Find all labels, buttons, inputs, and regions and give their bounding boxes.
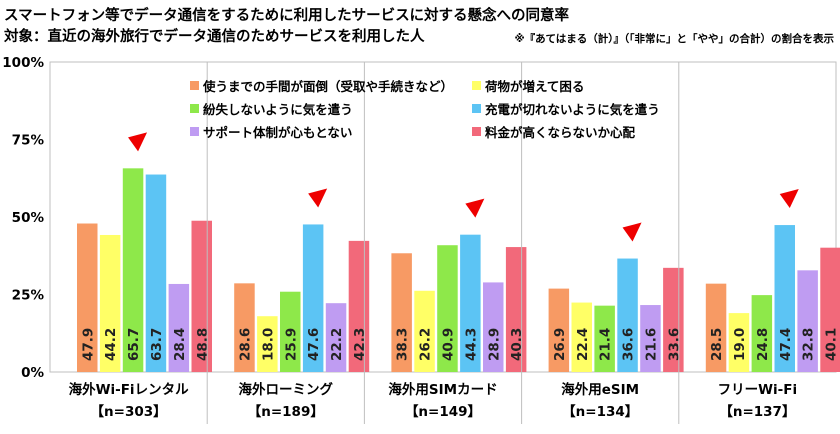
- bar: [168, 283, 190, 372]
- legend-label: サポート体制が心もとない: [203, 125, 352, 140]
- legend-swatch: [190, 127, 199, 136]
- category-label: 海外用SIMカード: [388, 381, 497, 398]
- data-label: 33.6: [666, 328, 682, 361]
- highlight-marker: [622, 222, 642, 242]
- data-label: 22.4: [575, 328, 591, 361]
- data-label: 25.9: [283, 328, 299, 361]
- data-label: 44.2: [103, 328, 119, 361]
- legend-label: 紛失しないように気を遣う: [203, 102, 353, 117]
- legend-label: 荷物が増えて困る: [484, 79, 584, 94]
- bar: [391, 253, 412, 372]
- data-label: 21.4: [598, 328, 614, 361]
- data-label: 40.1: [824, 328, 840, 361]
- data-label: 32.8: [801, 328, 817, 361]
- bar: [325, 303, 347, 372]
- data-label: 42.3: [352, 328, 368, 361]
- legend-swatch: [190, 104, 199, 113]
- category-n-label: 【n=303】: [91, 404, 167, 420]
- data-label: 28.5: [709, 328, 725, 361]
- data-label: 19.0: [732, 328, 748, 361]
- data-label: 47.9: [80, 328, 96, 361]
- data-label: 63.7: [149, 328, 165, 361]
- data-label: 28.6: [237, 328, 253, 361]
- highlight-marker: [308, 188, 328, 208]
- data-label: 26.9: [552, 328, 568, 361]
- bar: [820, 247, 840, 372]
- bar: [77, 223, 98, 372]
- bar: [728, 313, 750, 372]
- legend-swatch: [472, 127, 481, 136]
- y-tick-label: 100%: [2, 55, 44, 71]
- chart-title: スマートフォン等でデータ通信をするために利用したサービスに対する懸念への同意率: [4, 8, 570, 24]
- data-label: 47.6: [306, 328, 322, 361]
- y-tick-label: 50%: [12, 210, 45, 226]
- bar: [280, 291, 301, 372]
- bar: [460, 234, 481, 372]
- bar: [797, 270, 818, 372]
- data-label: 18.0: [260, 328, 276, 361]
- bar: [437, 245, 458, 372]
- bar: [571, 302, 592, 372]
- data-label: 28.4: [172, 328, 188, 361]
- data-label: 36.6: [621, 328, 637, 361]
- legend-swatch: [190, 81, 199, 90]
- bar: [483, 282, 504, 372]
- bar: [594, 305, 615, 372]
- data-label: 65.7: [126, 328, 142, 361]
- bar: [617, 258, 638, 372]
- y-tick-label: 0%: [21, 365, 44, 381]
- legend-label: 使うまでの手間が面倒（受取や手続きなど）: [202, 79, 453, 94]
- category-label: 海外ローミング: [239, 381, 334, 398]
- bar: [234, 283, 255, 372]
- data-label: 38.3: [395, 328, 411, 361]
- data-label: 44.3: [463, 328, 479, 361]
- legend-swatch: [472, 104, 481, 113]
- data-label: 40.9: [440, 328, 456, 361]
- category-n-label: 【n=149】: [405, 404, 481, 420]
- legend-label: 料金が高くならないか心配: [485, 125, 636, 140]
- bar: [257, 316, 278, 372]
- bar: [548, 288, 570, 372]
- chart-note: ※『あてはまる（計）』（「非常に」と「やや」の合計）の割合を表示: [514, 33, 834, 45]
- bar: [145, 174, 167, 372]
- data-label: 26.2: [418, 328, 434, 361]
- chart-subtitle: 対象：直近の海外旅行でデータ通信のためサービスを利用した人: [4, 29, 425, 45]
- data-label: 24.8: [755, 328, 771, 361]
- category-n-label: 【n=137】: [719, 404, 795, 420]
- data-label: 48.8: [195, 328, 211, 361]
- bar: [640, 305, 661, 372]
- category-label: 海外用eSIM: [561, 381, 639, 398]
- data-label: 40.3: [509, 328, 525, 361]
- data-label: 21.6: [643, 328, 659, 361]
- bar: [751, 295, 773, 372]
- bar: [302, 224, 324, 372]
- bar: [705, 283, 727, 372]
- data-label: 28.9: [486, 328, 502, 361]
- category-n-label: 【n=134】: [562, 404, 638, 420]
- data-label: 47.4: [778, 328, 794, 361]
- bar: [122, 168, 144, 372]
- category-label: フリーWi-Fi: [718, 382, 797, 398]
- category-n-label: 【n=189】: [248, 404, 324, 420]
- highlight-marker: [465, 198, 485, 218]
- bar: [774, 225, 795, 372]
- category-label: 海外Wi-Fiレンタル: [69, 381, 189, 398]
- data-label: 22.2: [329, 328, 345, 361]
- highlight-marker: [779, 189, 799, 209]
- legend-label: 充電が切れないように気を遣う: [485, 102, 660, 117]
- bar: [414, 290, 435, 372]
- y-tick-label: 75%: [12, 133, 45, 149]
- y-tick-label: 25%: [12, 288, 45, 304]
- bar: [99, 234, 121, 372]
- highlight-marker: [128, 132, 148, 152]
- legend-swatch: [472, 81, 481, 90]
